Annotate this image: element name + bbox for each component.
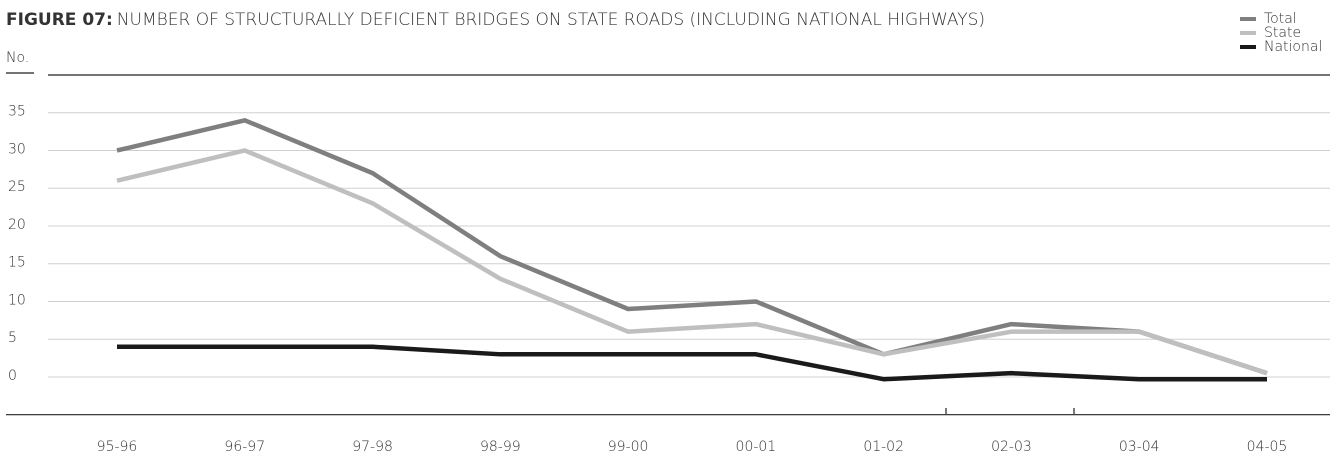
legend-label: State (1264, 25, 1301, 41)
title-text: NUMBER OF STRUCTURALLY DEFICIENT BRIDGES… (117, 10, 985, 30)
x-tick-label: 02-03 (991, 439, 1032, 455)
chart-title: FIGURE 07: NUMBER OF STRUCTURALLY DEFICIE… (6, 10, 985, 30)
legend-label: National (1264, 39, 1322, 55)
x-tick-label: 96-97 (224, 439, 265, 455)
y-tick-label: 0 (8, 368, 17, 384)
series-line (116, 118, 1268, 376)
y-tick-label: 15 (8, 255, 26, 271)
figure-number: FIGURE 07: (6, 10, 113, 30)
x-tick-label: 99-00 (608, 439, 649, 455)
series-line (117, 344, 1267, 382)
legend-label: Total (1264, 11, 1297, 27)
x-tick-label: 00-01 (736, 439, 777, 455)
x-tick-label: 97-98 (352, 439, 393, 455)
y-tick-label: 10 (8, 292, 26, 308)
x-tick-label: 04-05 (1247, 439, 1288, 455)
y-tick-label: 30 (8, 141, 26, 157)
x-tick-label: 03-04 (1119, 439, 1160, 455)
y-tick-label: 35 (8, 104, 26, 120)
series-line (116, 148, 1268, 376)
x-tick-label: 98-99 (480, 439, 521, 455)
y-tick-label: 25 (8, 179, 26, 195)
y-tick-label: 20 (8, 217, 26, 233)
x-tick-label: 01-02 (863, 439, 904, 455)
x-tick-label: 95-96 (97, 439, 138, 455)
y-axis-label: No. (6, 50, 29, 66)
y-tick-label: 5 (8, 330, 17, 346)
